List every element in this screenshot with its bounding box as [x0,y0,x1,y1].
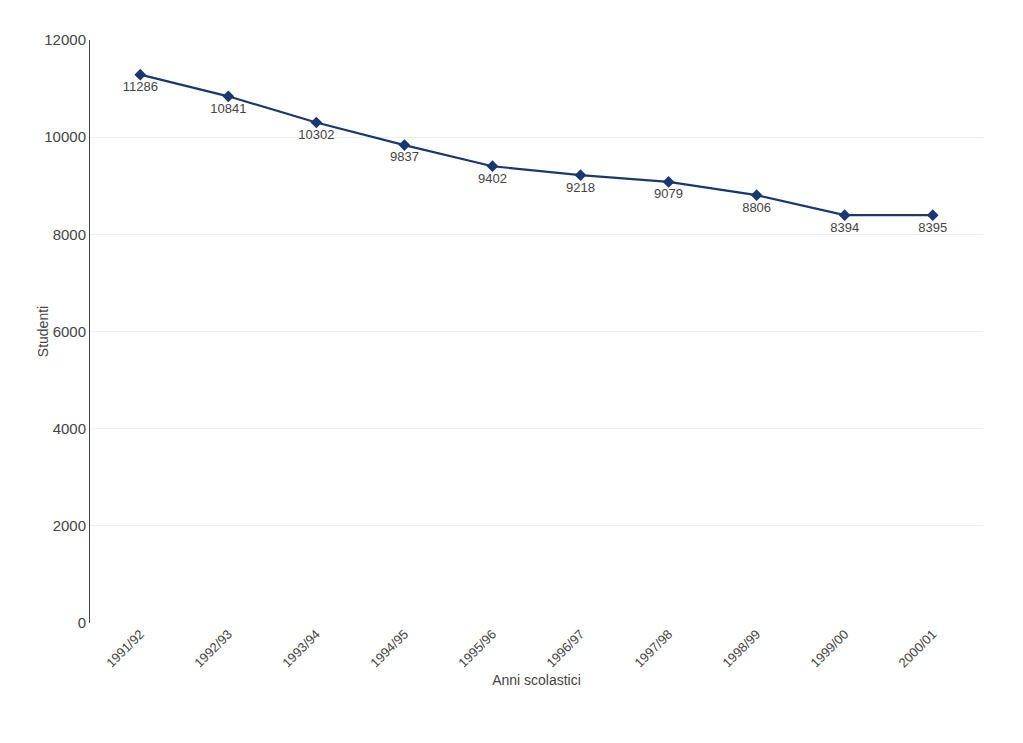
svg-text:1992/93: 1992/93 [191,627,235,671]
svg-text:10302: 10302 [298,127,334,142]
svg-text:1995/96: 1995/96 [455,627,499,671]
svg-text:1993/94: 1993/94 [279,627,323,671]
svg-text:9837: 9837 [390,149,419,164]
svg-text:6000: 6000 [53,323,86,340]
svg-text:10000: 10000 [44,128,86,145]
svg-text:1994/95: 1994/95 [367,627,411,671]
svg-text:0: 0 [78,614,86,631]
svg-text:8806: 8806 [742,200,771,215]
svg-text:1991/92: 1991/92 [103,627,147,671]
svg-text:8395: 8395 [918,220,947,235]
svg-text:Studenti: Studenti [35,306,51,357]
svg-text:2000/01: 2000/01 [896,627,940,671]
svg-text:1996/97: 1996/97 [543,627,587,671]
svg-text:8000: 8000 [53,226,86,243]
svg-text:10841: 10841 [210,101,246,116]
svg-text:1998/99: 1998/99 [719,627,763,671]
svg-text:9079: 9079 [654,186,683,201]
svg-text:11286: 11286 [123,79,158,94]
svg-text:8394: 8394 [830,220,859,235]
svg-text:1999/00: 1999/00 [808,627,852,671]
svg-text:9218: 9218 [566,180,595,195]
svg-text:2000: 2000 [53,517,86,534]
svg-text:1997/98: 1997/98 [631,627,675,671]
svg-text:4000: 4000 [53,420,86,437]
svg-text:12000: 12000 [44,31,86,48]
svg-text:Anni scolastici: Anni scolastici [492,672,581,688]
svg-text:9402: 9402 [478,171,507,186]
